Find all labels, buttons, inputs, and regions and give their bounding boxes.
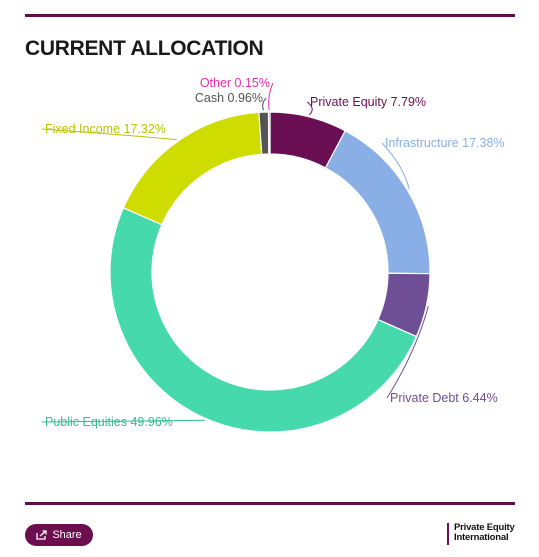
share-label: Share	[52, 529, 82, 541]
connector-infrastructure	[381, 142, 410, 190]
donut-chart: Private Equity 7.79% Infrastructure 17.38…	[41, 76, 505, 433]
connector-fixed-income	[41, 128, 177, 141]
slice-infrastructure[interactable]	[324, 129, 431, 275]
connector-private-debt	[386, 306, 429, 399]
data-label-public-equities: Public Equities 49.96%	[45, 415, 173, 429]
connector-private-equity	[306, 101, 313, 116]
chart-title: CURRENT ALLOCATION	[25, 37, 264, 60]
slice-public-equities[interactable]	[109, 207, 418, 433]
bottom-rule	[25, 502, 515, 505]
data-label-infrastructure: Infrastructure 17.38%	[385, 136, 505, 150]
slice-other[interactable]	[267, 111, 271, 155]
data-label-private-equity: Private Equity 7.79%	[310, 95, 426, 109]
connector-other	[268, 82, 274, 111]
brand-logo: Private Equity International	[447, 523, 515, 545]
data-label-fixed-income: Fixed Income 17.32%	[45, 122, 166, 136]
brand-line-2: International	[454, 532, 509, 543]
connector-cash	[262, 97, 267, 111]
data-label-cash: Cash 0.96%	[195, 91, 263, 105]
top-rule	[25, 14, 515, 17]
data-label-other: Other 0.15%	[200, 76, 270, 90]
share-icon	[36, 530, 47, 540]
share-button[interactable]: Share	[25, 524, 93, 546]
brand-line-1: Private Equity	[454, 522, 515, 533]
data-label-private-debt: Private Debt 6.44%	[390, 391, 498, 405]
connector-public-equities	[41, 419, 205, 423]
